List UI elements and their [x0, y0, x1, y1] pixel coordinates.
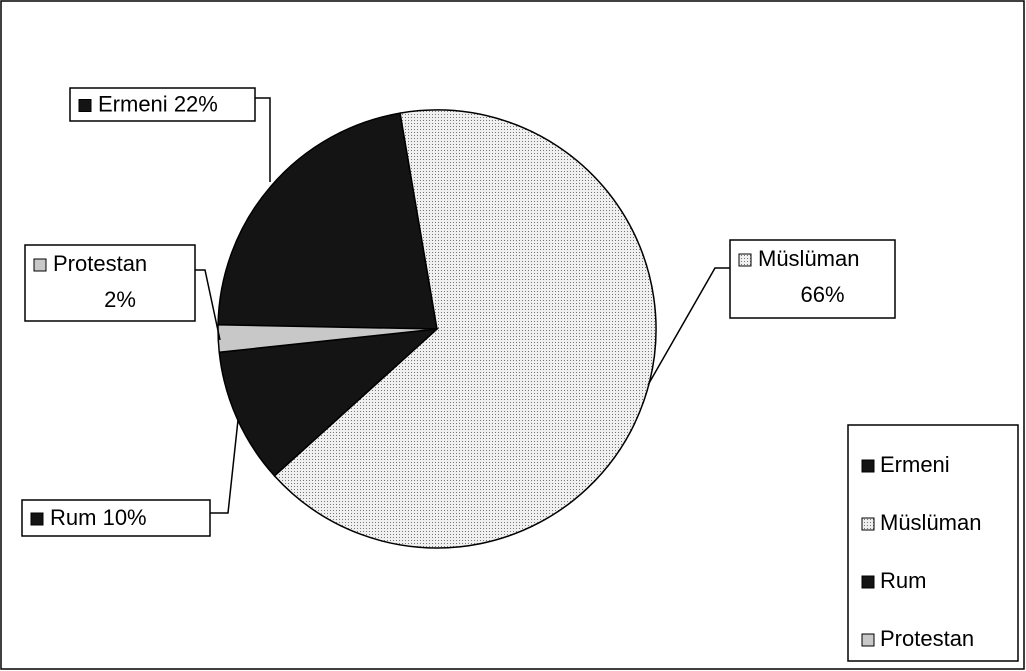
label-box — [69, 87, 256, 122]
label-category: Protestan — [53, 251, 147, 276]
legend-box — [847, 424, 1019, 662]
label-category: Ermeni — [98, 91, 168, 116]
legend-label: Müslüman — [880, 510, 981, 535]
pie — [217, 109, 657, 549]
label-box — [21, 499, 211, 537]
label-value: 66% — [800, 282, 844, 307]
leader-line — [647, 267, 730, 386]
legend-label: Ermeni — [880, 452, 950, 477]
label-value: 2% — [104, 287, 136, 312]
legend-swatch — [861, 633, 875, 647]
data-label: Ermeni 22% — [98, 91, 218, 116]
pie-slice — [217, 324, 438, 354]
legend: Ermeni Müslüman Rum Protestan — [861, 452, 981, 651]
pie-slice — [218, 328, 440, 477]
leader-line — [255, 97, 271, 182]
data-label: Rum 10% — [50, 505, 147, 530]
leader-line — [195, 269, 221, 341]
legend-swatch — [861, 575, 875, 589]
label-swatch — [33, 258, 47, 272]
legend-label: Protestan — [880, 626, 974, 651]
data-label: Protestan 2% — [53, 251, 147, 312]
legend-swatch — [861, 459, 875, 473]
pie-slice — [273, 109, 657, 549]
leader-line — [210, 419, 239, 514]
pie-slice — [217, 112, 438, 330]
data-labels: Ermeni 22% Müslüman 66% Rum 10% Protestan 2% — [21, 87, 896, 537]
label-category: Müslüman — [758, 246, 859, 271]
label-swatch — [78, 99, 92, 112]
data-label: Müslüman 66% — [758, 246, 859, 307]
label-swatch — [30, 512, 44, 526]
label-box — [24, 244, 196, 322]
legend-label: Rum — [880, 568, 926, 593]
legend-swatch — [861, 517, 875, 531]
label-value: 22% — [174, 91, 218, 116]
label-box — [729, 239, 896, 319]
label-swatch — [738, 253, 752, 267]
label-value: 10% — [103, 505, 147, 530]
label-category: Rum — [50, 505, 96, 530]
